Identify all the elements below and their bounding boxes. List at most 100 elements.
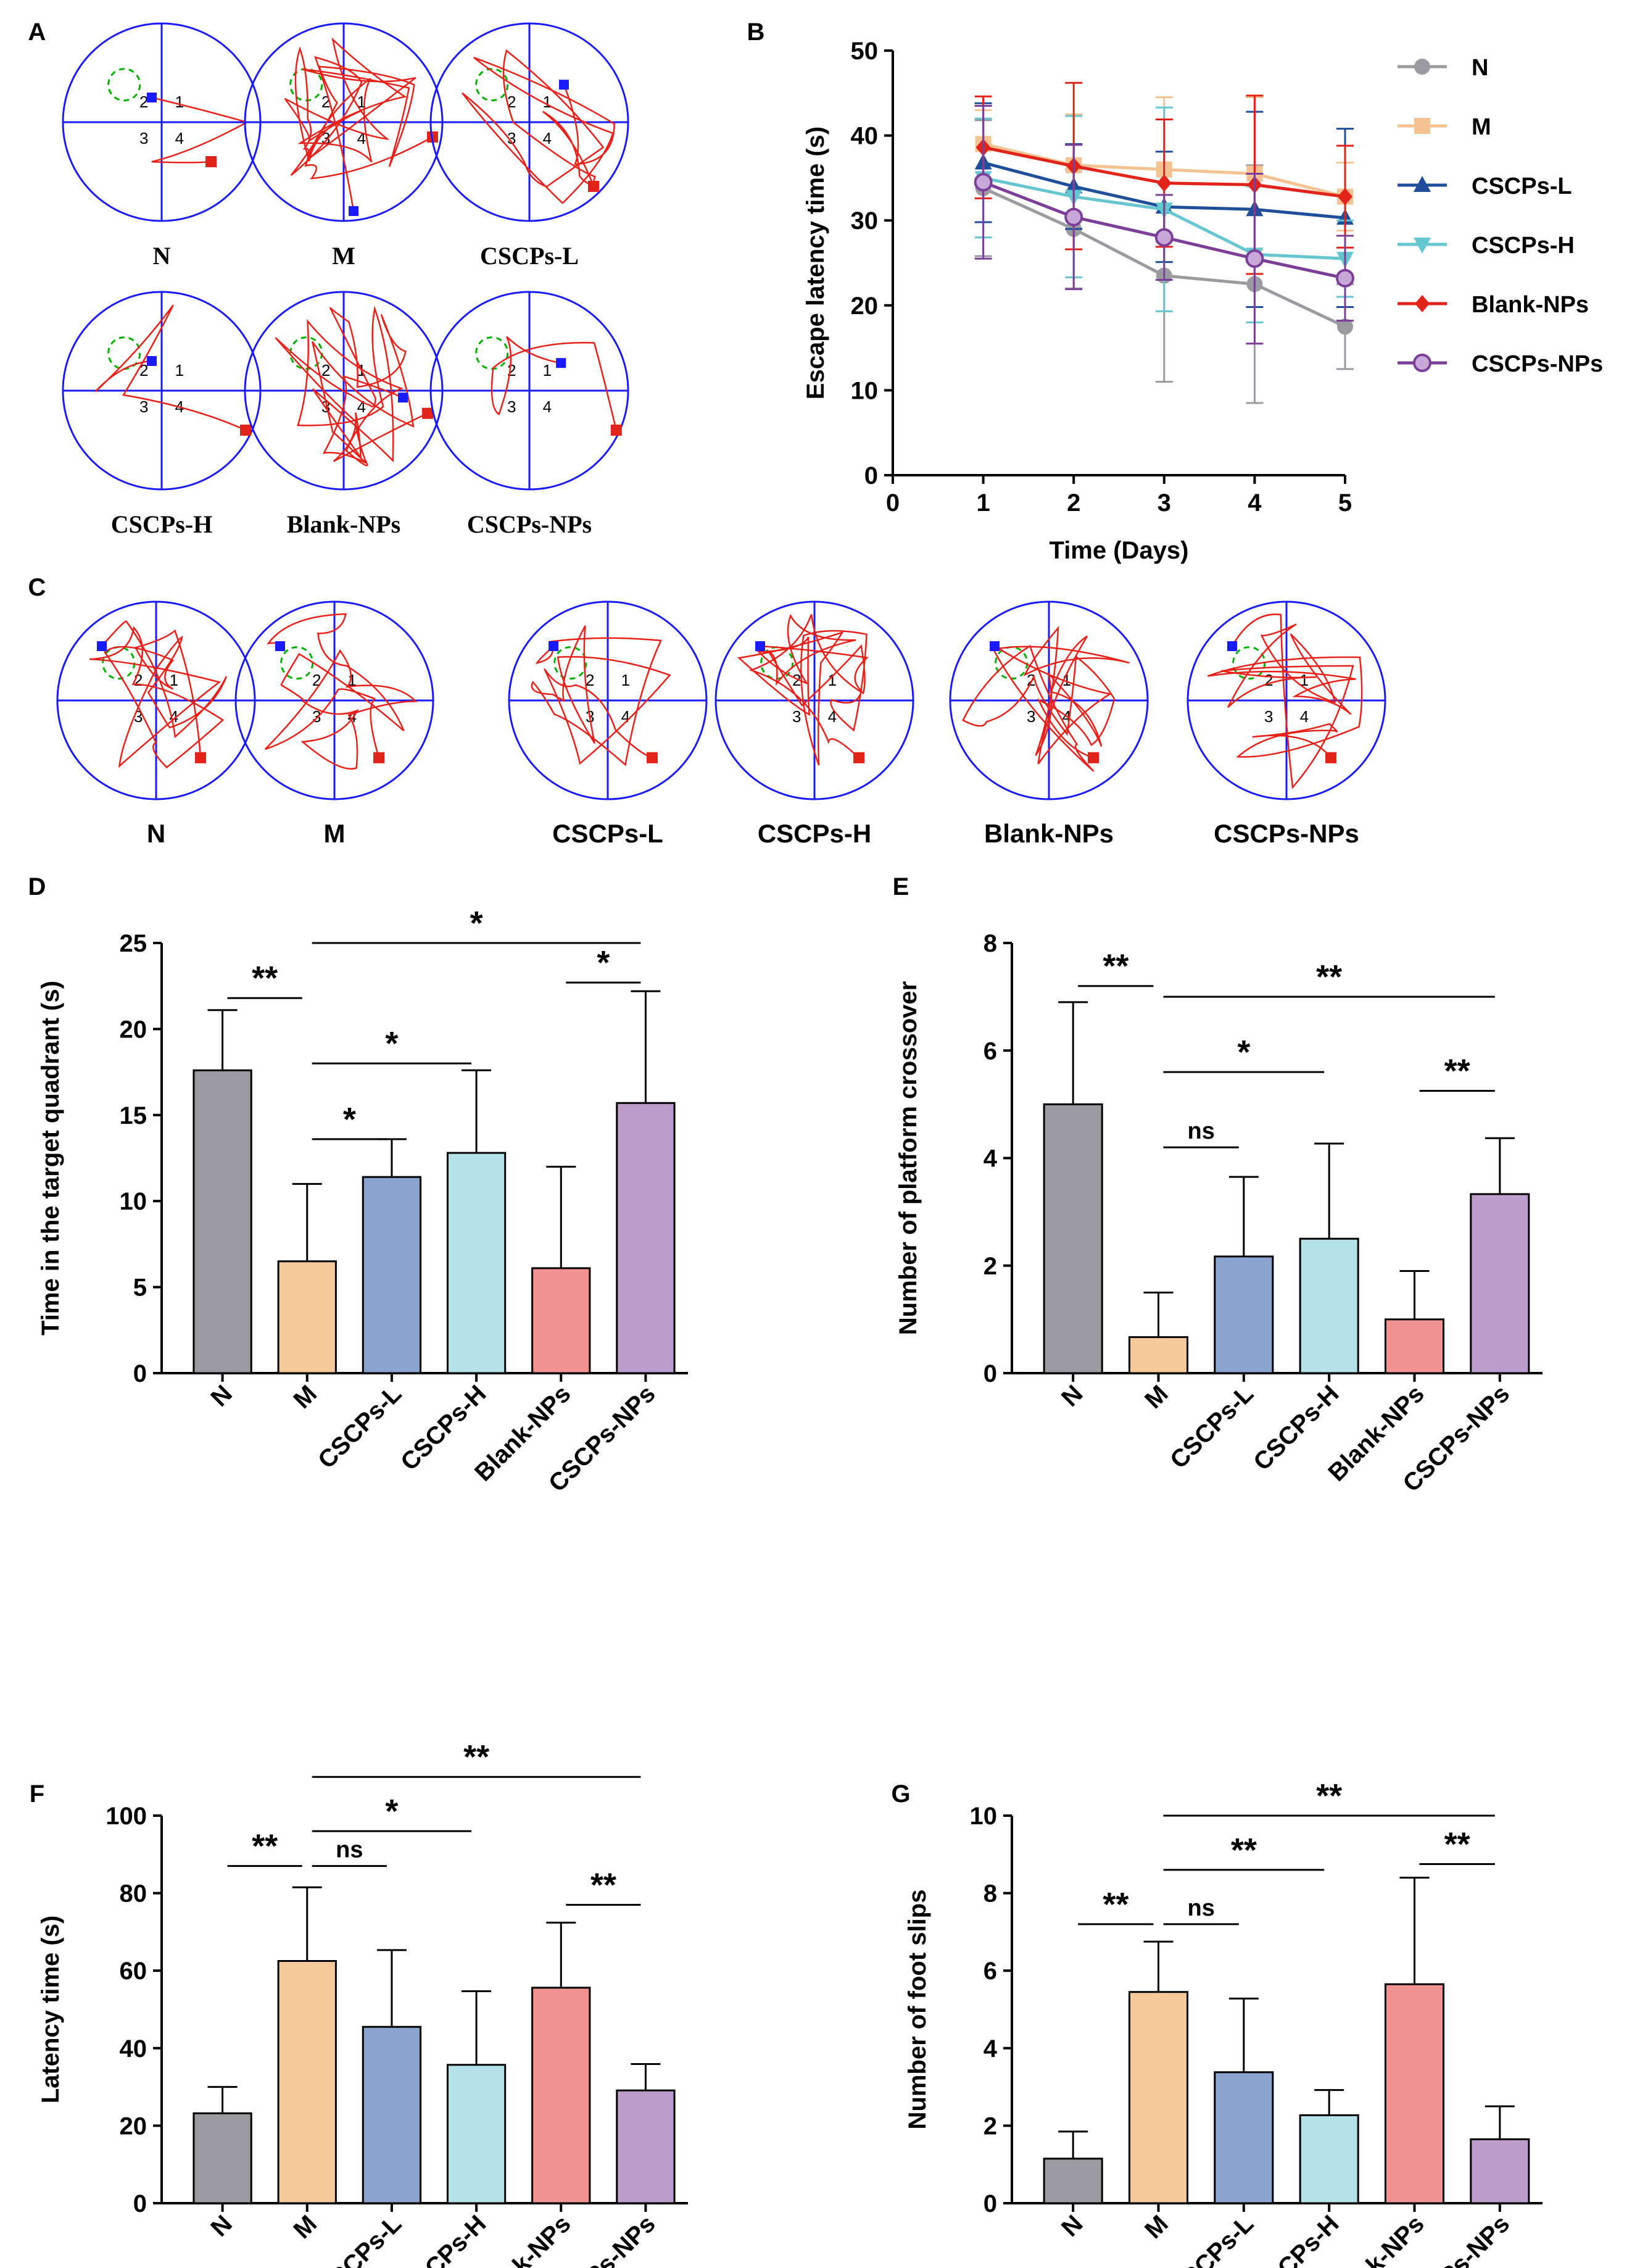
legend-label: CSCPs-H [1472,233,1575,259]
platform-marker [289,336,323,370]
panel-d-chart: D 0 5 10 15 20 25 Time in the target quadrant (… [28,873,688,1497]
legend-label: CSCPs-L [1472,173,1572,199]
bar-m [277,1260,337,1374]
quadrant-label: 4 [175,129,184,147]
start-marker [559,80,569,90]
x-tick-label: CSCPs-L [313,1380,407,1474]
panel-letter-a: A [28,19,46,46]
y-axis-title: Time in the target quadrant (s) [37,981,64,1335]
bar-n [1043,2158,1103,2204]
panel-a-label: N [153,242,171,270]
y-tick-label: 10 [970,1803,998,1830]
legend-label: N [1472,55,1488,81]
bar-cscps-l [362,1176,422,1374]
data-point [1415,295,1430,312]
panel-letter-g: G [891,1780,910,1808]
platform-marker [553,646,587,680]
data-point [1154,228,1174,247]
bar-m [1128,1991,1189,2204]
panel-c-label: Blank-NPs [984,819,1114,848]
panel-g-chart: G 0 2 4 6 8 10 Number of foot slips N MCSCPs-LCSC… [891,1777,1543,2268]
quadrant-label: 1 [1062,671,1071,689]
y-tick-label: 0 [984,1360,997,1387]
data-point [1338,188,1352,206]
significance-label: ** [590,1866,616,1903]
panel-c-label: N [147,819,165,848]
significance-label: * [1237,1034,1250,1071]
swim-trajectory [94,304,246,431]
bar-n [193,2112,252,2204]
bar-cscps-l [1214,2071,1274,2204]
x-tick-label: 4 [1248,489,1262,517]
y-tick-label: 4 [984,2035,998,2062]
swim-trajectory [491,336,618,431]
quadrant-label: 3 [507,397,516,416]
panel-b-chart: B 0 10 20 30 40 50 0 1 2 3 4 5 Time (Days) Escape late… [747,19,1604,564]
panel-letter-e: E [893,873,909,900]
x-tick-label: 2 [1067,489,1080,517]
significance-label: ns [336,1837,363,1863]
end-marker [205,156,217,167]
quadrant-label: 3 [139,129,148,147]
y-axis-title: Latency time (s) [37,1916,64,2104]
end-marker [588,181,599,192]
bar-m [1128,1336,1189,1374]
bar-cscps-nps [1470,1193,1530,1374]
quadrant-label: 2 [586,671,594,689]
x-tick-label: 5 [1338,489,1352,517]
y-tick-label: 80 [120,1880,147,1908]
x-tick-label: N [1056,1380,1088,1412]
panel-a-maze: 123 4 [62,291,262,491]
significance-label: ** [1316,1777,1342,1814]
quadrant-label: 1 [543,361,552,380]
significance-label: * [343,1101,356,1138]
quadrant-label: 4 [1300,707,1309,726]
x-tick-label: CSCPs-L [1165,2210,1259,2268]
y-tick-label: 25 [120,930,147,957]
swim-trajectory [531,625,671,766]
start-marker [1227,641,1237,651]
swim-trajectory [737,613,869,766]
x-tick-label: 0 [886,489,900,517]
significance-label: ** [252,1828,278,1865]
swim-trajectory [275,305,428,467]
panel-a-label: Blank-NPs [287,510,401,538]
panel-a-maze: 123 4 [429,22,629,222]
series-cscps-nps [974,104,1354,345]
x-tick-label: CSCPs-L [1165,1380,1259,1474]
swim-trajectory [462,49,615,204]
y-tick-label: 2 [984,1253,997,1280]
y-tick-label: 15 [120,1102,147,1129]
panel-c-maze: 123 4 [508,600,708,800]
quadrant-label: 3 [139,397,148,416]
quadrant-label: 3 [134,707,143,726]
platform-marker [107,68,141,102]
quadrant-label: 4 [543,397,552,416]
y-tick-label: 10 [851,377,879,404]
significance-label: ** [1103,948,1129,985]
x-tick-label: Blank-NPs [1323,2210,1430,2268]
significance-label: * [597,944,610,981]
panel-a-maze: 123 4 [62,22,262,222]
quadrant-label: 1 [828,671,837,689]
y-tick-label: 30 [851,207,879,235]
bar-blank-nps [1384,1318,1445,1374]
end-marker [240,425,251,436]
quadrant-label: 2 [139,93,148,111]
panel-c-label: CSCPs-H [758,819,871,848]
panel-letter-c: C [28,574,46,601]
bar-cscps-l [1214,1255,1274,1374]
significance-label: ** [1444,1053,1470,1090]
panel-a-label: CSCPs-L [480,242,579,270]
end-marker [195,752,206,763]
data-point [1064,207,1083,226]
quadrant-label: 4 [621,707,630,726]
x-tick-label: M [1140,1380,1174,1414]
legend-label: Blank-NPs [1472,292,1589,318]
panel-letter-f: F [30,1780,44,1808]
platform-marker [475,336,509,370]
bar-cscps-h [446,1152,507,1374]
y-tick-label: 8 [984,1880,997,1908]
quadrant-label: 1 [621,671,630,689]
